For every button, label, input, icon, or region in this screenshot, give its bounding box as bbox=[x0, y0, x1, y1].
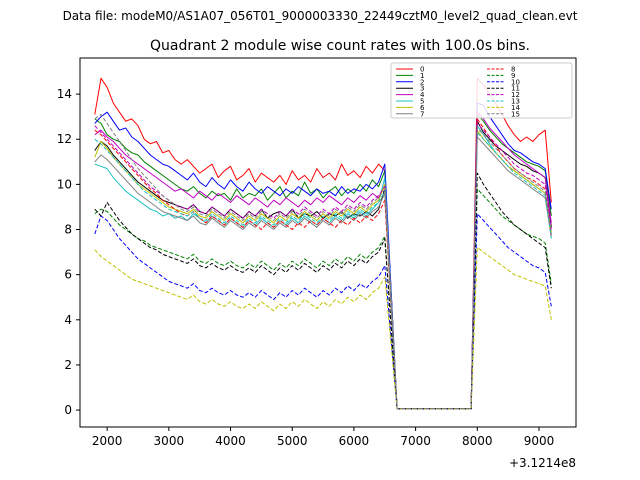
axes-frame bbox=[79, 57, 577, 428]
legend-box bbox=[390, 62, 573, 119]
chart-title: Quadrant 2 module wise count rates with … bbox=[150, 38, 530, 54]
x-tick-label: 4000 bbox=[215, 434, 246, 448]
x-tick-label: 6000 bbox=[339, 434, 370, 448]
legend-label: 15 bbox=[511, 110, 520, 118]
y-tick-label: 4 bbox=[64, 313, 72, 327]
legend-label: 14 bbox=[511, 104, 520, 112]
figure-suptitle: Data file: modeM0/AS1A07_056T01_90000033… bbox=[63, 9, 578, 23]
x-tick-label: 9000 bbox=[524, 434, 555, 448]
legend-label: 1 bbox=[420, 72, 424, 80]
x-axis-ticks: 2000 3000 4000 5000 6000 7000 8000 9000 bbox=[92, 427, 554, 448]
plot-area: 2000 3000 4000 5000 6000 7000 8000 9000 0246810… bbox=[57, 57, 577, 470]
legend-label: 7 bbox=[420, 110, 424, 118]
legend-label: 5 bbox=[420, 98, 424, 106]
y-tick-label: 14 bbox=[57, 87, 72, 101]
legend-label: 8 bbox=[511, 66, 515, 74]
y-tick-label: 2 bbox=[64, 358, 72, 372]
series-line-11 bbox=[94, 172, 552, 410]
legend-label: 6 bbox=[420, 104, 425, 112]
series-line-14 bbox=[94, 247, 552, 410]
legend-label: 4 bbox=[420, 91, 425, 99]
x-tick-label: 2000 bbox=[92, 434, 123, 448]
legend-label: 3 bbox=[420, 85, 424, 93]
legend-label: 12 bbox=[511, 91, 520, 99]
legend-label: 11 bbox=[511, 85, 520, 93]
y-tick-label: 8 bbox=[64, 223, 72, 237]
legend-label: 9 bbox=[511, 72, 515, 80]
x-axis-offset-label: +3.1214e8 bbox=[509, 456, 576, 470]
series-layer bbox=[94, 77, 552, 410]
y-tick-label: 0 bbox=[64, 403, 72, 417]
x-tick-label: 7000 bbox=[400, 434, 431, 448]
x-tick-label: 8000 bbox=[462, 434, 493, 448]
legend-label: 10 bbox=[511, 78, 520, 86]
x-tick-label: 3000 bbox=[154, 434, 185, 448]
y-tick-label: 6 bbox=[64, 268, 72, 282]
series-line-15 bbox=[94, 113, 552, 410]
y-tick-label: 10 bbox=[57, 177, 72, 191]
legend-label: 2 bbox=[420, 78, 424, 86]
legend-label: 0 bbox=[420, 66, 424, 74]
legend-label: 13 bbox=[511, 98, 520, 106]
y-tick-label: 12 bbox=[57, 132, 72, 146]
y-axis-ticks: 0 2 4 6 8 10 12 14 bbox=[57, 87, 80, 417]
x-tick-label: 5000 bbox=[277, 434, 308, 448]
series-line-10 bbox=[94, 213, 552, 410]
